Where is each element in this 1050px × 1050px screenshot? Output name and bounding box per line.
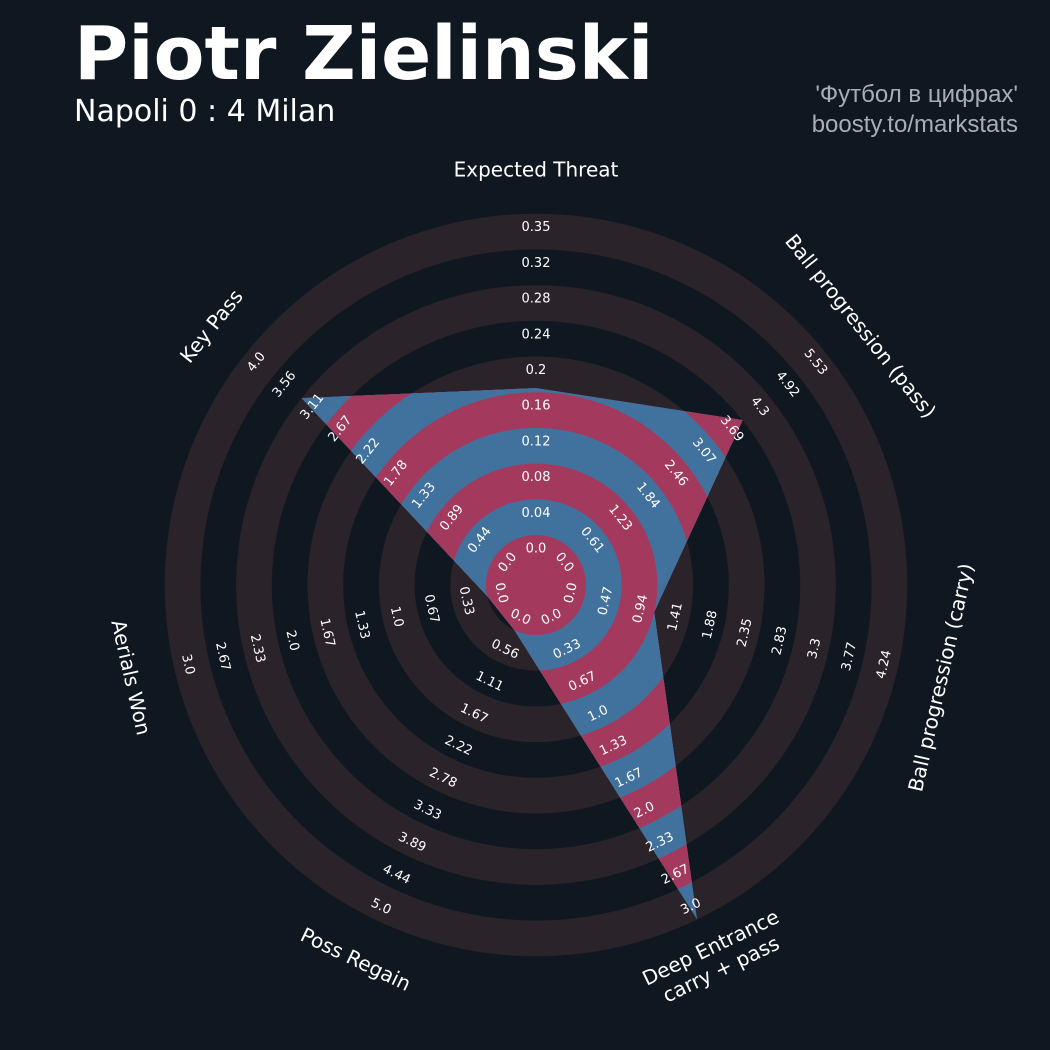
tick-label: 4.24 xyxy=(874,649,895,681)
tick-label: 0.32 xyxy=(522,256,551,271)
tick-label: 0.12 xyxy=(522,434,551,449)
tick-label: 1.41 xyxy=(665,601,686,633)
tick-label: 0.16 xyxy=(522,399,551,414)
tick-label: 0.2 xyxy=(526,363,547,378)
tick-label: 0.47 xyxy=(595,585,616,617)
tick-label: 0.67 xyxy=(421,593,442,625)
tick-label: 0.94 xyxy=(630,593,651,625)
tick-label: 3.0 xyxy=(178,653,197,677)
tick-label: 1.67 xyxy=(316,617,337,649)
tick-label: 2.0 xyxy=(282,629,301,653)
tick-label: 3.77 xyxy=(839,641,860,673)
tick-label: 0.33 xyxy=(456,585,477,617)
tick-label: 1.0 xyxy=(387,605,406,629)
tick-label: 0.35 xyxy=(522,220,551,235)
tick-label: 2.67 xyxy=(212,641,233,673)
tick-label: 0.08 xyxy=(522,470,551,485)
tick-label: 2.35 xyxy=(735,617,756,649)
player-name-title: Piotr Zielinski xyxy=(74,11,654,97)
axis-label: Expected Threat xyxy=(454,158,619,182)
match-subtitle: Napoli 0 : 4 Milan xyxy=(74,94,336,129)
tick-label: 0.0 xyxy=(526,542,547,557)
tick-label: 0.0 xyxy=(561,581,580,605)
tick-label: 0.24 xyxy=(522,327,551,342)
credit-line-url: boosty.to/markstats xyxy=(811,111,1018,138)
tick-label: 0.0 xyxy=(491,581,510,605)
tick-label: 2.83 xyxy=(769,625,790,657)
credit-line-source: 'Футбол в цифрах' xyxy=(815,81,1018,108)
tick-label: 0.04 xyxy=(522,506,551,521)
tick-label: 3.3 xyxy=(805,637,824,661)
tick-label: 2.33 xyxy=(247,633,268,665)
tick-label: 1.88 xyxy=(700,609,721,641)
polygon-core xyxy=(486,535,586,635)
tick-label: 1.33 xyxy=(351,609,372,641)
credit-block: 'Футбол в цифрах' boosty.to/markstats xyxy=(812,80,1018,140)
tick-label: 0.28 xyxy=(522,292,551,307)
